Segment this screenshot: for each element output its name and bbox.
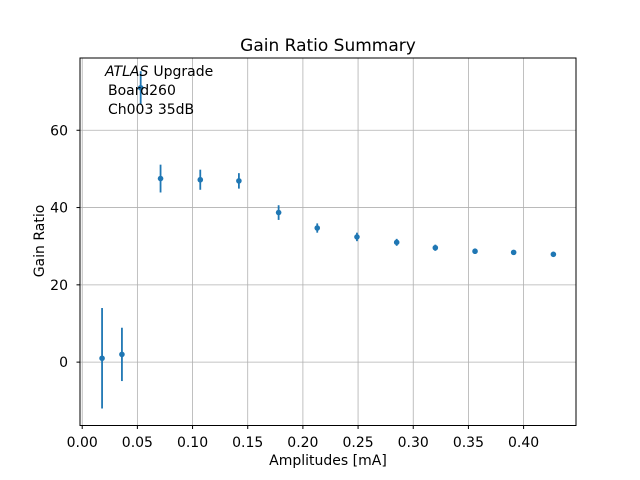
data-point-marker xyxy=(432,244,439,251)
x-tick-label: 0.00 xyxy=(67,435,98,451)
y-tick-label: 20 xyxy=(50,278,68,294)
x-axis-label: Amplitudes [mA] xyxy=(269,453,387,469)
annotation-line-2: Board260 xyxy=(108,83,176,99)
y-axis-label: Gain Ratio xyxy=(32,205,48,278)
data-point-marker xyxy=(472,248,478,255)
data-point-marker xyxy=(354,234,360,240)
x-tick-label: 0.15 xyxy=(232,435,263,451)
data-point-marker xyxy=(99,355,105,362)
x-tick-label: 0.20 xyxy=(287,435,318,451)
y-tick-label: 0 xyxy=(59,355,68,371)
data-point-marker xyxy=(314,225,321,231)
x-tick-label: 0.30 xyxy=(398,435,429,451)
data-point-marker xyxy=(550,251,557,258)
data-point-marker xyxy=(510,249,517,256)
annotation-line-3: Ch003 35dB xyxy=(108,102,194,118)
data-series xyxy=(99,71,557,409)
x-tick-label: 0.40 xyxy=(508,435,539,451)
annotation-line-1: ATLAS Upgrade xyxy=(104,64,213,80)
y-tick-label: 60 xyxy=(50,123,68,139)
x-tick-label: 0.05 xyxy=(122,435,153,451)
data-point-marker xyxy=(197,176,204,183)
data-point-marker xyxy=(137,84,144,91)
data-point-marker xyxy=(393,239,400,246)
axes-spines xyxy=(79,57,577,426)
annotation-upgrade-text: Upgrade xyxy=(153,64,213,80)
data-point-marker xyxy=(157,175,164,182)
annotation-experiment-name: ATLAS xyxy=(104,64,148,80)
grid-lines xyxy=(80,58,576,426)
data-point-marker xyxy=(236,178,242,184)
data-point-marker xyxy=(119,351,125,358)
y-tick-label: 40 xyxy=(50,201,68,217)
x-tick-label: 0.35 xyxy=(453,435,484,451)
data-point-marker xyxy=(275,209,282,216)
x-tick-label: 0.10 xyxy=(177,435,208,451)
x-tick-label: 0.25 xyxy=(342,435,373,451)
axis-ticks: 0.00 0.05 0.10 0.15 0.20 0.25 0.30 0.35 0.40 0 20 4… xyxy=(50,123,539,451)
axes-box xyxy=(79,57,577,426)
chart-title: Gain Ratio Summary xyxy=(240,36,416,56)
